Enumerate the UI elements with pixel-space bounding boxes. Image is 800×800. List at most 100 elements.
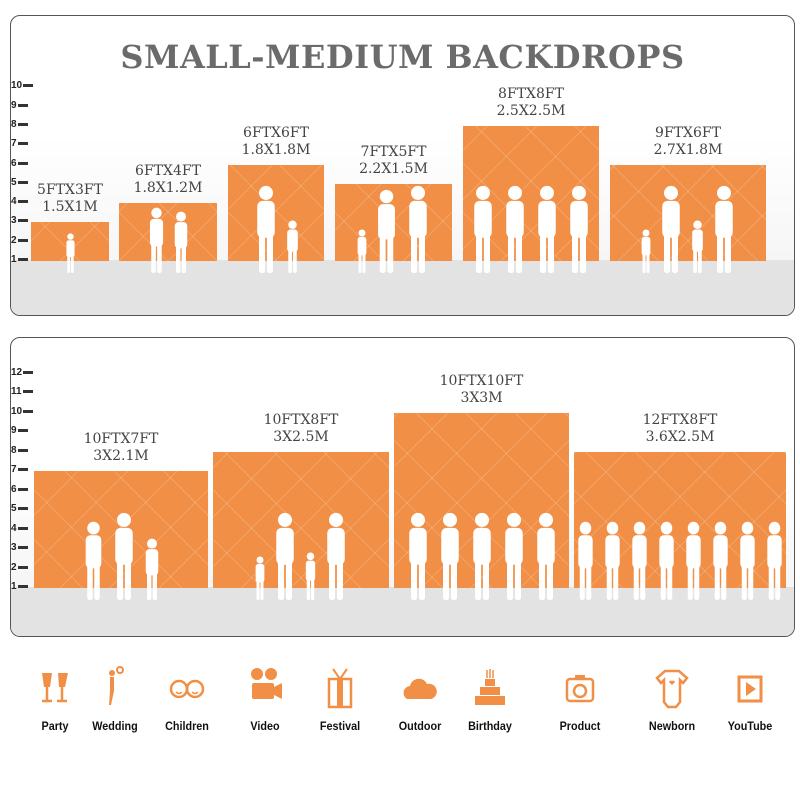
axis-tick: 5 bbox=[11, 503, 28, 514]
size-feet: 9FTX6FT bbox=[655, 124, 721, 141]
person-silhouette bbox=[256, 185, 275, 273]
size-label: 9FTX6FT 2.7X1.8M bbox=[600, 125, 776, 159]
size-feet: 10FTX10FT bbox=[439, 372, 524, 389]
small-medium-panel: SMALL-MEDIUM BACKDROPS 1 2 3 4 5 6 7 8 9 10 5FTX3F… bbox=[10, 15, 795, 316]
size-meters: 2.2X1.5M bbox=[359, 160, 428, 177]
size-label: 5FTX3FT 1.5X1M bbox=[21, 182, 119, 216]
size-feet: 10FTX8FT bbox=[263, 411, 339, 428]
tick-label: 7 bbox=[11, 138, 17, 150]
tick-label: 4 bbox=[11, 522, 17, 534]
axis-tick: 9 bbox=[11, 100, 28, 111]
person-silhouette bbox=[474, 185, 492, 273]
size-meters: 3X3M bbox=[460, 389, 503, 406]
person-silhouette bbox=[408, 512, 427, 600]
size-feet: 7FTX5FT bbox=[360, 143, 427, 160]
axis-tick: 9 bbox=[11, 425, 28, 436]
axis-tick: 10 bbox=[11, 80, 34, 91]
person-silhouette bbox=[85, 521, 101, 600]
person-silhouette bbox=[378, 189, 395, 273]
size-meters: 3.6X2.5M bbox=[645, 428, 715, 445]
size-feet: 6FTX6FT bbox=[243, 124, 309, 141]
use-case-label: Product bbox=[559, 719, 601, 733]
tick-label: 3 bbox=[11, 215, 17, 227]
axis-tick: 8 bbox=[11, 119, 28, 130]
person-silhouette bbox=[641, 229, 650, 273]
tick-label: 9 bbox=[11, 425, 17, 436]
use-case-outdoor: Outdoor bbox=[385, 665, 455, 733]
tick-label: 7 bbox=[11, 464, 17, 475]
axis-tick: 12 bbox=[11, 367, 34, 378]
backdrop-size-10ftx8ft bbox=[213, 451, 389, 588]
person-silhouette bbox=[578, 521, 593, 600]
axis-tick: 1 bbox=[11, 581, 28, 592]
people-group bbox=[31, 161, 109, 273]
tick-label: 5 bbox=[11, 176, 17, 188]
axis-tick: 7 bbox=[11, 464, 28, 475]
tick-label: 8 bbox=[11, 118, 17, 130]
axis-tick: 5 bbox=[11, 177, 28, 188]
use-case-newborn: Newborn bbox=[637, 665, 707, 733]
people-group bbox=[610, 161, 766, 273]
backdrop-size-6ftx6ft bbox=[228, 164, 324, 261]
use-case-wedding: Wedding bbox=[80, 665, 150, 733]
tick-label: 10 bbox=[11, 405, 23, 417]
axis-tick: 4 bbox=[11, 523, 28, 534]
use-case-birthday: Birthday bbox=[455, 665, 525, 733]
people-group bbox=[463, 161, 599, 273]
size-label: 12FTX8FT 3.6X2.5M bbox=[564, 411, 794, 446]
use-case-label: Wedding bbox=[92, 719, 138, 733]
person-silhouette bbox=[538, 185, 556, 273]
size-meters: 1.5X1M bbox=[42, 199, 98, 216]
person-silhouette bbox=[661, 185, 680, 273]
size-meters: 3X2.1M bbox=[93, 448, 149, 464]
tick-label: 3 bbox=[11, 542, 17, 553]
children-faces-icon bbox=[169, 679, 205, 699]
size-feet: 6FTX4FT bbox=[135, 163, 201, 180]
gift-box-icon bbox=[327, 668, 353, 709]
axis-tick: 3 bbox=[11, 542, 28, 553]
use-cases-row: Party Wedding Children Video Festival Outdoor… bbox=[0, 665, 800, 755]
axis-tick: 6 bbox=[11, 484, 28, 495]
person-silhouette bbox=[326, 512, 345, 600]
axis-tick: 10 bbox=[11, 405, 34, 417]
backdrop-size-9ftx6ft bbox=[610, 164, 766, 261]
large-panel: 1 2 3 4 5 6 7 8 9 10 11 12 10FTX7FT 3X2.1M 10FTX8FT 3X2… bbox=[10, 337, 795, 637]
axis-tick: 7 bbox=[11, 138, 28, 149]
use-case-children: Children bbox=[152, 665, 222, 733]
size-label: 6FTX6FT 1.8X1.8M bbox=[218, 125, 334, 159]
tick-label: 2 bbox=[11, 561, 17, 573]
play-button-icon bbox=[737, 675, 763, 703]
size-feet: 12FTX8FT bbox=[642, 411, 718, 428]
wine-glasses-icon bbox=[42, 673, 68, 703]
size-label: 10FTX7FT 3X2.1M bbox=[24, 431, 218, 465]
person-silhouette bbox=[472, 512, 491, 600]
size-meters: 2.7X1.8M bbox=[653, 141, 723, 158]
use-case-label: Birthday bbox=[468, 719, 512, 733]
person-silhouette bbox=[255, 556, 264, 600]
size-label: 8FTX8FT 2.5X2.5M bbox=[453, 86, 609, 120]
size-meters: 3X2.5M bbox=[273, 428, 329, 445]
size-feet: 10FTX7FT bbox=[83, 431, 159, 447]
person-silhouette bbox=[570, 185, 588, 273]
use-case-festival: Festival bbox=[305, 665, 375, 733]
axis-tick: 1 bbox=[11, 254, 28, 265]
person-silhouette bbox=[145, 538, 158, 600]
people-group bbox=[394, 488, 569, 600]
size-meters: 2.5X2.5M bbox=[496, 102, 566, 119]
person-silhouette bbox=[305, 552, 315, 600]
person-silhouette bbox=[536, 512, 555, 600]
wedding-couple-icon bbox=[109, 666, 124, 705]
use-case-youtube: YouTube bbox=[715, 665, 785, 733]
person-silhouette bbox=[691, 220, 703, 273]
cloud-icon bbox=[403, 678, 437, 699]
use-case-label: Outdoor bbox=[398, 719, 442, 733]
use-case-label: Children bbox=[165, 719, 209, 733]
size-label: 6FTX4FT 1.8X1.2M bbox=[109, 163, 227, 197]
baby-onesie-icon bbox=[655, 669, 689, 709]
camera-icon bbox=[565, 675, 595, 703]
size-feet: 8FTX8FT bbox=[498, 85, 564, 102]
use-case-party: Party bbox=[20, 665, 90, 733]
size-label: 7FTX5FT 2.2X1.5M bbox=[325, 144, 462, 178]
tick-label: 4 bbox=[11, 196, 17, 208]
use-case-product: Product bbox=[545, 665, 615, 733]
